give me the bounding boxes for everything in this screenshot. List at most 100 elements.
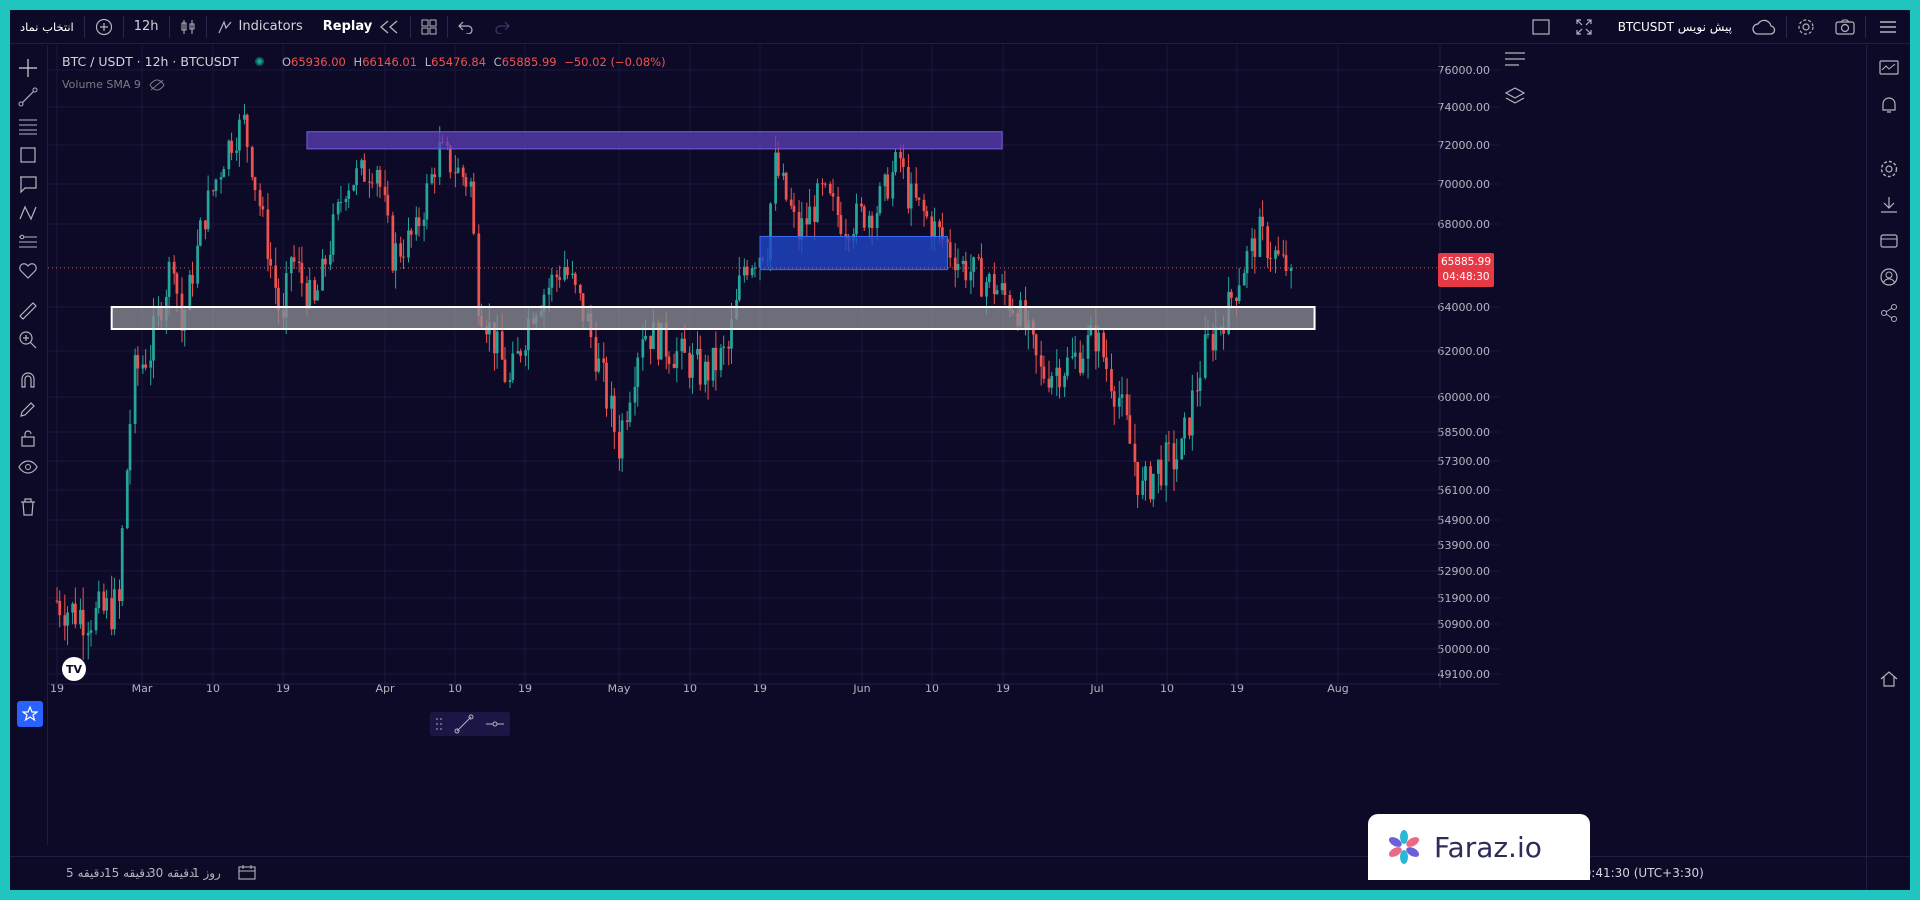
zone-blue-zone[interactable] bbox=[759, 235, 948, 271]
clock-timezone[interactable]: 10:41:30 (UTC+3:30) bbox=[1576, 866, 1704, 880]
pencil-lock-icon bbox=[20, 402, 35, 417]
price-tick-label: 74000.00 bbox=[1438, 101, 1491, 114]
indicators-button[interactable]: Indicators bbox=[207, 10, 313, 44]
snapshot-button[interactable] bbox=[1825, 10, 1865, 44]
candle-body bbox=[1261, 216, 1264, 227]
home-button[interactable] bbox=[1875, 665, 1903, 693]
candle-body bbox=[1094, 324, 1098, 352]
symbol-title[interactable]: BTC / USDT · 12h · BTCUSDT bbox=[62, 54, 239, 69]
candle-body bbox=[800, 218, 804, 240]
trendline-tool[interactable] bbox=[14, 83, 42, 111]
candle-body bbox=[191, 274, 194, 284]
prediction-tool[interactable] bbox=[14, 228, 42, 256]
delete-tool[interactable] bbox=[14, 493, 42, 521]
wallet-button[interactable] bbox=[1875, 227, 1903, 255]
lock-tool[interactable] bbox=[14, 424, 42, 452]
pattern-tool[interactable] bbox=[14, 199, 42, 227]
candle-body bbox=[362, 160, 366, 182]
fullscreen-box-button[interactable] bbox=[1522, 10, 1560, 44]
fullscreen-button[interactable] bbox=[1566, 10, 1602, 44]
zone-grey-support[interactable] bbox=[110, 306, 1316, 330]
hide-tool[interactable] bbox=[14, 453, 42, 481]
chart-type-button[interactable] bbox=[170, 10, 206, 44]
candle-body bbox=[1047, 378, 1051, 388]
candle-body bbox=[339, 201, 343, 203]
menu-button[interactable] bbox=[1866, 10, 1910, 44]
time-tick-label: 19 bbox=[1230, 682, 1244, 695]
candle-body bbox=[1133, 443, 1137, 462]
candle-body bbox=[219, 177, 223, 180]
shape-tool[interactable] bbox=[14, 141, 42, 169]
fib-lines-icon bbox=[19, 119, 37, 135]
candle-body bbox=[1258, 216, 1262, 257]
date-range-button[interactable] bbox=[238, 864, 256, 883]
download-button[interactable] bbox=[1875, 191, 1903, 219]
timeframe-30m[interactable]: 30 دقیقه bbox=[148, 866, 195, 880]
candle-body bbox=[696, 348, 699, 355]
icons-tool[interactable] bbox=[14, 257, 42, 285]
open-label: O bbox=[281, 54, 291, 69]
symbol-search-button[interactable]: انتخاب نماد bbox=[20, 19, 74, 34]
candle-body bbox=[657, 322, 660, 360]
candle-body bbox=[89, 630, 93, 633]
fib-tool[interactable] bbox=[14, 112, 42, 140]
candle-body bbox=[987, 274, 991, 283]
eye-crossed-icon[interactable] bbox=[149, 78, 165, 91]
settings-button[interactable] bbox=[1787, 10, 1825, 44]
text-tool[interactable] bbox=[14, 170, 42, 198]
share-button[interactable] bbox=[1875, 299, 1903, 327]
candle-body bbox=[828, 183, 832, 194]
timeframe-1d[interactable]: 1 روز bbox=[192, 866, 221, 880]
crosshair-tool[interactable] bbox=[14, 54, 42, 82]
gear-icon bbox=[1798, 19, 1814, 35]
timeframe-15m[interactable]: 15 دقیقه bbox=[104, 866, 151, 880]
trendline-icon[interactable] bbox=[454, 714, 474, 734]
candle-body bbox=[711, 347, 715, 381]
zone-purple-resistance[interactable] bbox=[306, 131, 1003, 150]
replay-button[interactable]: Replay bbox=[313, 10, 410, 44]
layers-button[interactable] bbox=[1504, 86, 1526, 112]
magnet-tool[interactable] bbox=[14, 366, 42, 394]
candle-body bbox=[370, 182, 374, 184]
watchlist-button[interactable] bbox=[1875, 55, 1903, 83]
undo-button[interactable] bbox=[448, 10, 484, 44]
drag-handle-icon[interactable] bbox=[435, 717, 443, 731]
zoom-tool[interactable] bbox=[14, 326, 42, 354]
candle-body bbox=[1120, 394, 1124, 398]
time-tick-label: Mar bbox=[132, 682, 153, 695]
candle-body bbox=[198, 220, 202, 246]
measure-tool[interactable] bbox=[14, 297, 42, 325]
layout-button[interactable] bbox=[411, 10, 447, 44]
candle-body bbox=[58, 601, 62, 616]
timeframe-5m[interactable]: 5 دقیقه bbox=[66, 866, 105, 880]
candle-body bbox=[862, 206, 866, 228]
candle-body bbox=[813, 206, 817, 222]
chart-area[interactable]: 76000.00 74000.00 72000.00 70000.00 68000.00… bbox=[10, 10, 1910, 890]
stay-drawing-tool[interactable] bbox=[14, 395, 42, 423]
profile-button[interactable] bbox=[1875, 263, 1903, 291]
candle-body bbox=[1000, 283, 1004, 291]
price-tick-label: 56100.00 bbox=[1438, 484, 1491, 497]
candlestick-chart[interactable]: 76000.00 74000.00 72000.00 70000.00 68000.00… bbox=[10, 10, 1910, 890]
candle-body bbox=[985, 282, 988, 297]
candle-body bbox=[125, 470, 129, 529]
horizontal-line-icon[interactable] bbox=[485, 714, 505, 734]
close-value: 65885.99 bbox=[501, 54, 557, 69]
time-tick-label: 19 bbox=[276, 682, 290, 695]
candle-body bbox=[120, 528, 124, 601]
trading-app: انتخاب نماد 12h Indicators Replay bbox=[10, 10, 1910, 890]
candle-body bbox=[688, 352, 692, 378]
volume-indicator-label[interactable]: Volume SMA 9 bbox=[62, 78, 141, 91]
add-symbol-button[interactable] bbox=[85, 10, 123, 44]
redo-button[interactable] bbox=[484, 10, 520, 44]
favorites-button[interactable] bbox=[17, 701, 43, 727]
watchlist-icon bbox=[1879, 60, 1899, 75]
sidebar-settings-button[interactable] bbox=[1875, 155, 1903, 183]
candle-body bbox=[1196, 390, 1199, 392]
object-tree-button[interactable] bbox=[1504, 50, 1526, 74]
tradingview-logo[interactable]: TV bbox=[62, 657, 86, 681]
symbol-preview[interactable]: BTCUSDT پیش نویس bbox=[1617, 20, 1732, 34]
cloud-save-button[interactable] bbox=[1742, 10, 1786, 44]
interval-button[interactable]: 12h bbox=[133, 19, 159, 34]
alerts-button[interactable] bbox=[1875, 91, 1903, 119]
